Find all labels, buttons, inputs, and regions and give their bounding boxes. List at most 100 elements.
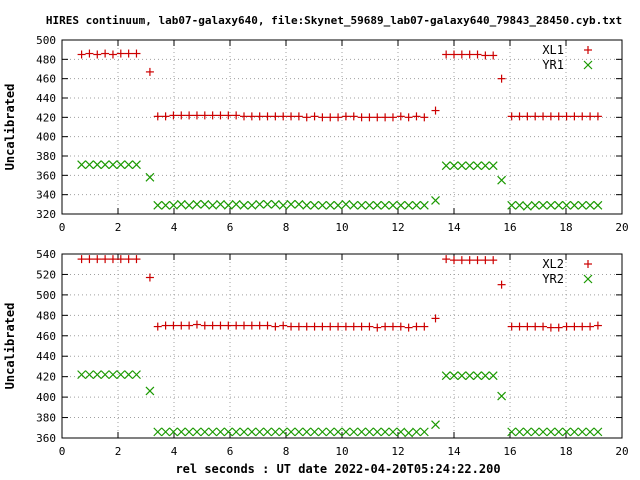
data-point [224,111,233,120]
data-point [108,50,117,59]
x-tick-label: 10 [335,445,348,458]
legend-label: YR1 [542,58,564,72]
data-point [515,200,524,210]
y-axis-label: Uncalibrated [3,303,17,390]
data-point [124,255,133,264]
data-point [365,200,374,210]
data-point [341,322,350,331]
data-point [449,371,459,381]
data-point [554,112,563,121]
y-tick-label: 520 [36,268,56,281]
data-point [116,49,125,58]
data-point [473,371,482,381]
x-tick-label: 0 [59,445,66,458]
data-point [77,160,87,170]
y-tick-label: 480 [36,53,56,66]
x-tick-label: 12 [391,221,404,234]
data-point [388,200,398,210]
x-tick-label: 2 [115,221,122,234]
data-point [481,51,490,60]
data-point [349,427,359,437]
data-point [569,200,579,210]
data-point [192,111,201,120]
data-point [270,427,280,437]
data-point [232,111,241,120]
x-tick-label: 4 [171,221,178,234]
data-point [231,427,241,437]
data-point [145,172,155,182]
data-point [263,112,272,121]
data-point [523,112,532,121]
data-point [554,200,564,210]
data-point [388,427,398,437]
data-point [357,427,367,437]
data-point [404,113,413,122]
data-point [480,371,490,381]
data-point [480,161,490,171]
data-point [365,427,374,437]
y-tick-label: 360 [36,432,56,445]
data-point [554,323,563,332]
data-point [531,322,540,331]
data-point [341,112,350,121]
series-YR2 [77,370,603,438]
data-point [593,200,603,210]
data-point [232,321,241,330]
data-point [77,255,86,264]
x-tick-label: 14 [447,445,461,458]
data-point [489,51,498,60]
data-point [441,371,451,381]
data-point [169,200,178,210]
legend-label: YR2 [542,272,564,286]
data-point [200,321,209,330]
data-point [326,113,335,122]
data-point [546,323,555,332]
data-point [169,111,178,120]
data-point [497,280,506,289]
data-point [192,427,202,437]
data-point [185,111,194,120]
data-point [341,427,351,437]
data-point [192,199,202,209]
data-point [325,200,335,210]
data-point [176,199,186,209]
series-YR1 [77,160,603,211]
data-point [153,200,163,210]
data-point [531,112,540,121]
data-point [412,200,421,210]
data-point [302,113,311,122]
data-point [465,256,474,265]
data-point [441,161,451,171]
data-point [419,427,429,437]
x-tick-label: 20 [615,221,628,234]
data-point [184,200,194,210]
data-point [216,111,225,120]
data-point [255,427,265,437]
data-point [404,323,413,332]
data-point [302,322,311,331]
x-tick-label: 16 [503,221,516,234]
data-point [530,427,540,437]
data-point [255,321,264,330]
data-point [239,427,249,437]
data-point [449,161,459,171]
data-point [546,112,555,121]
data-point [497,175,507,185]
data-point [271,112,280,121]
data-point [515,322,524,331]
data-point [373,323,382,332]
data-point [431,314,440,323]
data-point [92,370,102,380]
y-tick-label: 340 [36,189,56,202]
data-point [100,370,110,380]
data-point [77,370,87,380]
figure-title: HIRES continuum, lab07-galaxy640, file:S… [46,14,622,27]
data-point [507,112,516,121]
data-point [287,112,296,121]
x-tick-label: 18 [559,445,572,458]
data-point [132,160,141,170]
data-point [530,200,540,210]
data-point [473,161,482,171]
data-point [515,427,524,437]
data-point [216,321,225,330]
